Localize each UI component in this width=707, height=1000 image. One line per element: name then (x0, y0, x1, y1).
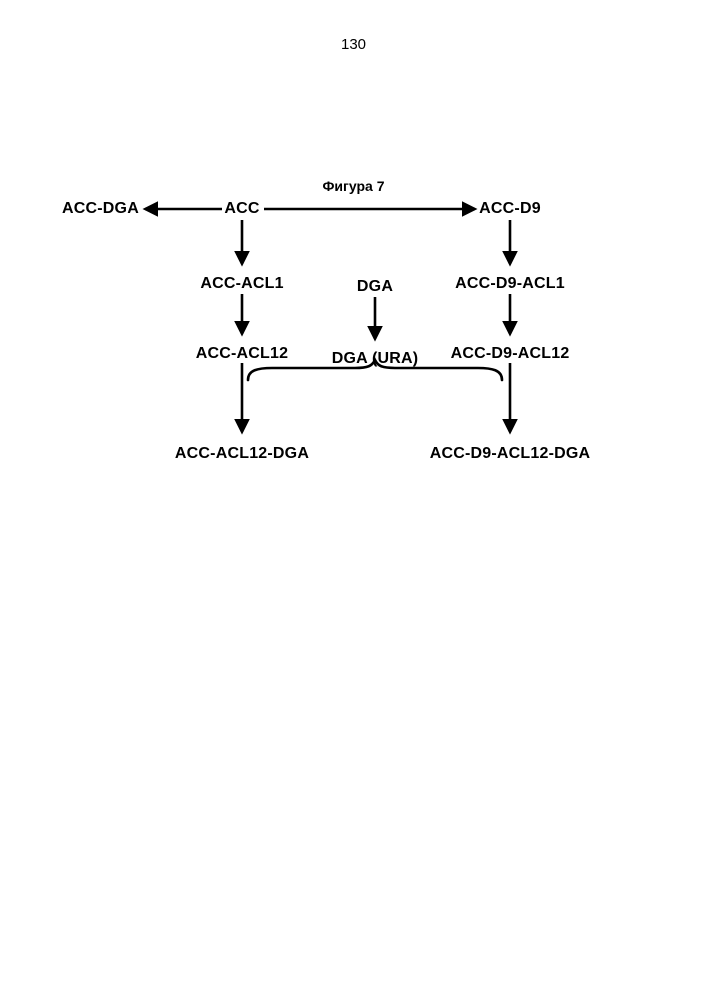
page: 130 Фигура 7 ACC-DGAACCACC-D9ACC-ACL1DGA… (0, 0, 707, 1000)
node-acc-acl1: ACC-ACL1 (200, 275, 283, 293)
node-acc-d9-acl1: ACC-D9-ACL1 (455, 275, 565, 293)
node-dga: DGA (357, 278, 393, 296)
node-acc-acl12-dga: ACC-ACL12-DGA (175, 445, 309, 463)
node-acc-d9-acl12-dga: ACC-D9-ACL12-DGA (430, 445, 591, 463)
flowchart-edges (0, 0, 707, 1000)
node-acc: ACC (224, 200, 259, 218)
node-dga-ura: DGA (URA) (332, 350, 419, 368)
node-acc-d9: ACC-D9 (479, 200, 541, 218)
node-acc-d9-acl12: ACC-D9-ACL12 (451, 345, 570, 363)
node-acc-dga: ACC-DGA (62, 200, 139, 218)
node-acc-acl12: ACC-ACL12 (196, 345, 288, 363)
